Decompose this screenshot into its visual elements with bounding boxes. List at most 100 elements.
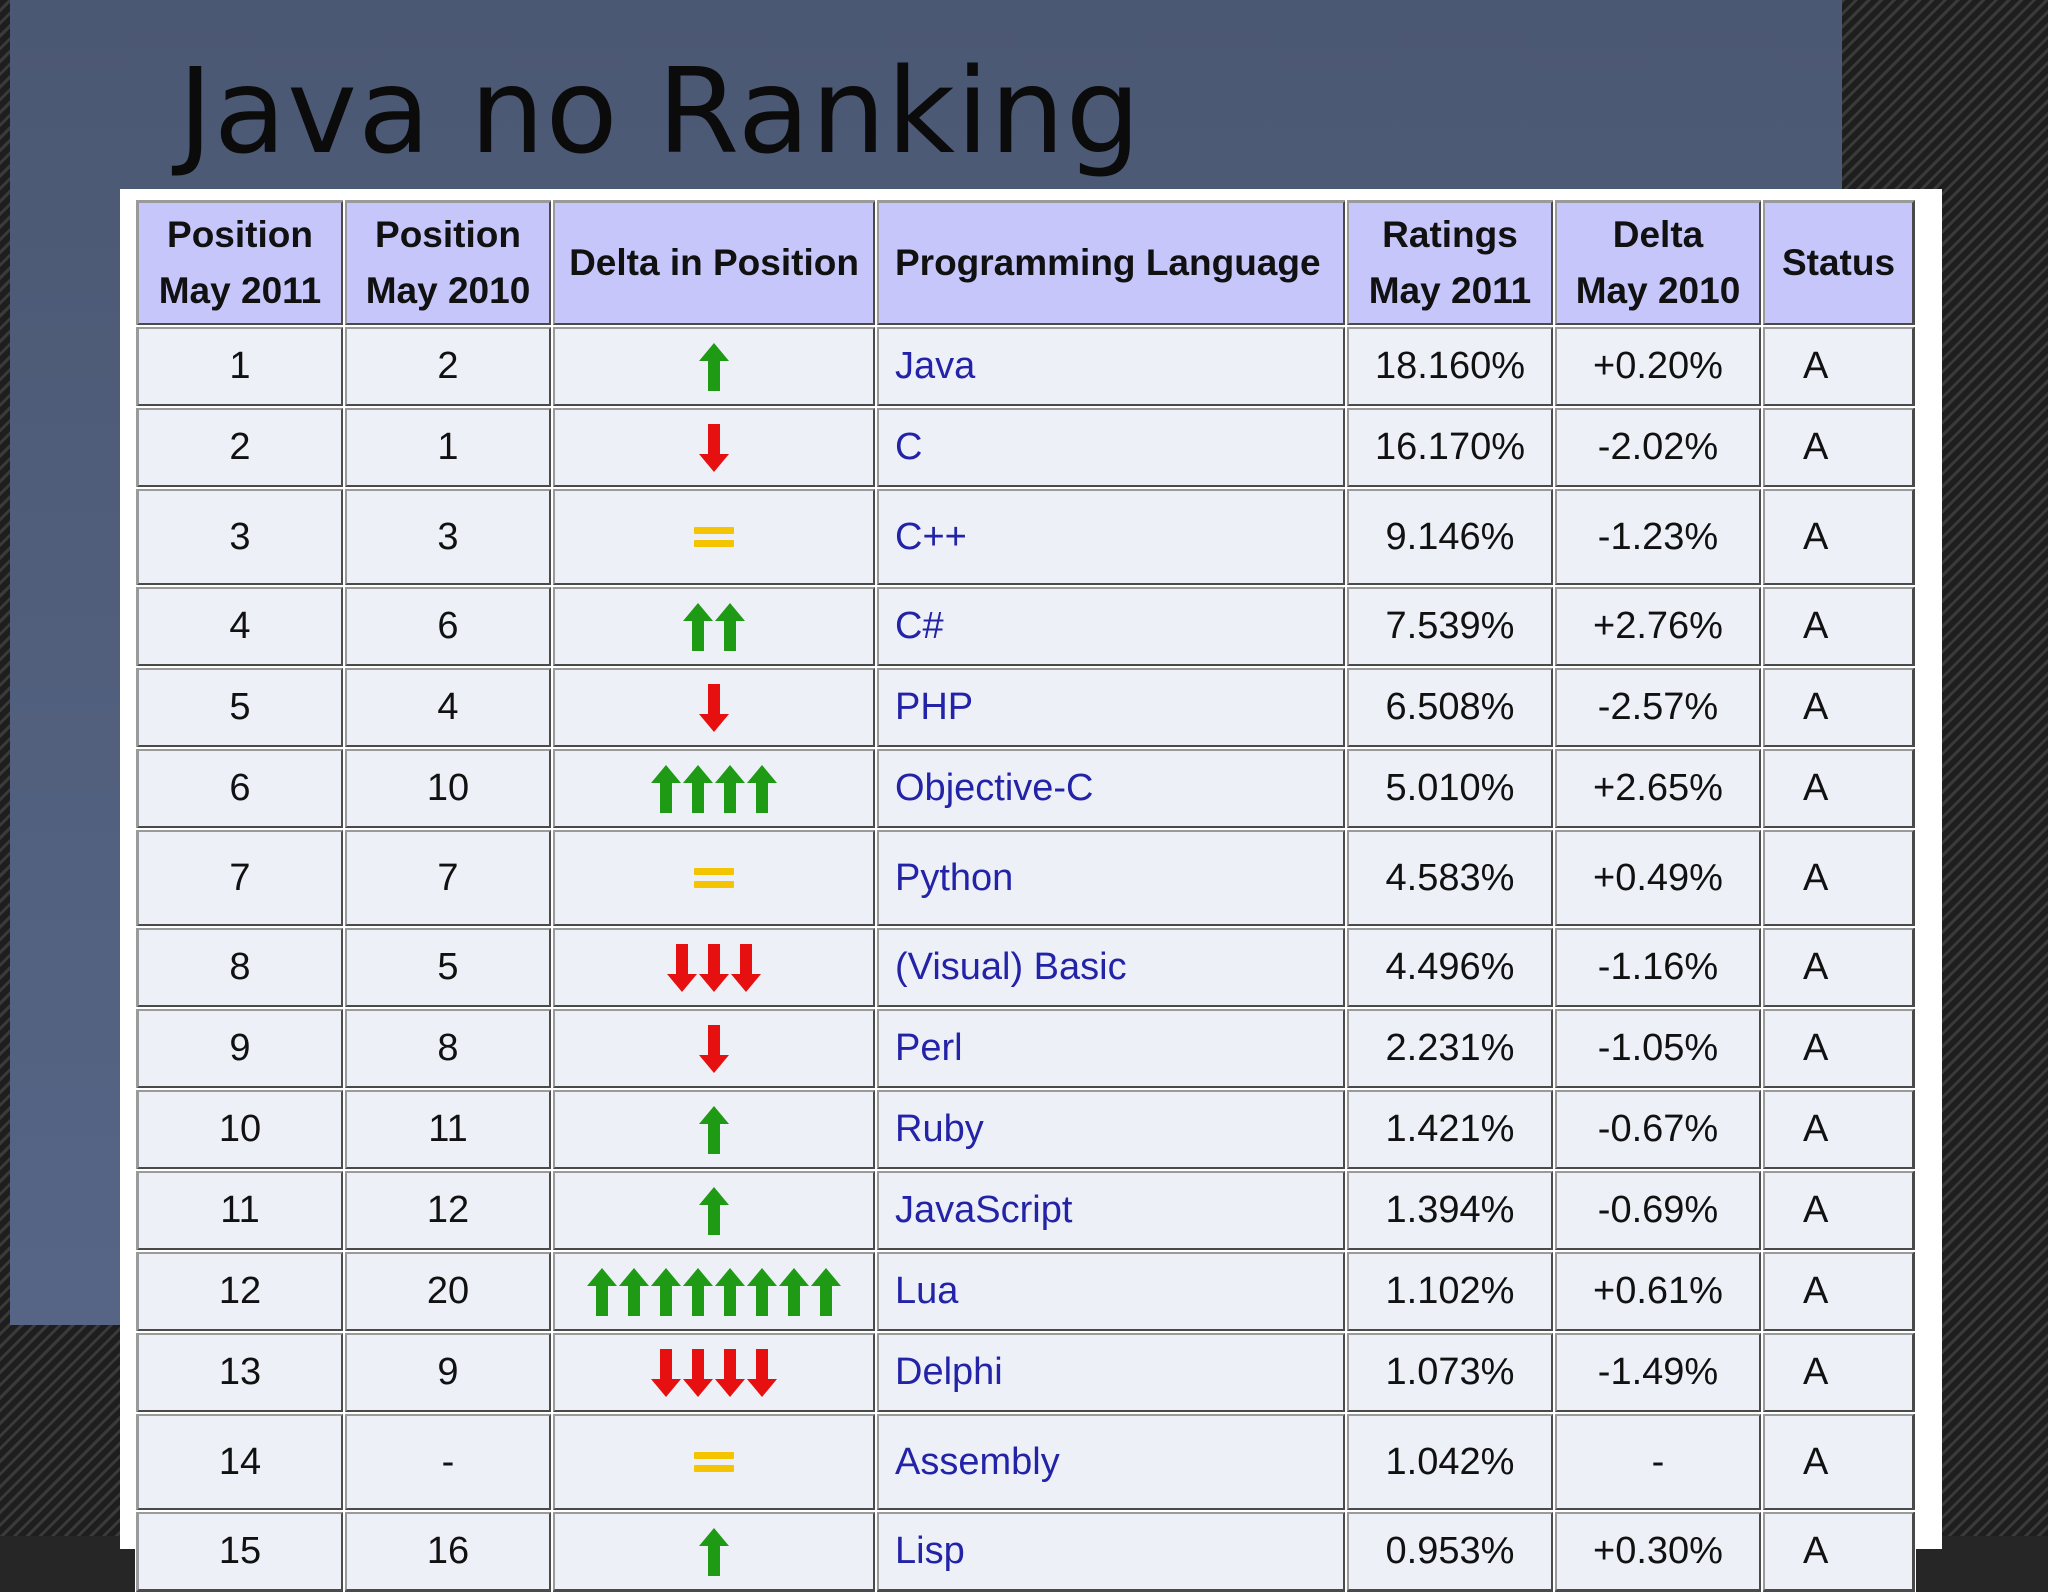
arrow-down-icon — [699, 683, 729, 732]
status-cell: A — [1761, 1088, 1916, 1171]
equals-icon — [694, 868, 734, 888]
status-cell: A — [1761, 325, 1916, 408]
delta-cell: -2.57% — [1553, 666, 1763, 749]
arrow-up-icon — [651, 1267, 681, 1316]
language-link[interactable]: Perl — [875, 1007, 1347, 1090]
position-2010-cell: 6 — [343, 585, 553, 668]
language-link[interactable]: C — [875, 406, 1347, 489]
language-link[interactable]: PHP — [875, 666, 1347, 749]
arrow-up-icon — [715, 1267, 745, 1316]
table-row: 5 4 PHP 6.508% -2.57% A — [135, 666, 1916, 749]
status-cell: A — [1761, 1007, 1916, 1090]
arrow-up-icon — [699, 1186, 729, 1235]
status-cell: A — [1761, 926, 1916, 1009]
language-link[interactable]: Delphi — [875, 1331, 1347, 1414]
header-delta-position: Delta in Position — [551, 199, 877, 327]
delta-cell: - — [1553, 1412, 1763, 1512]
status-cell: A — [1761, 747, 1916, 830]
position-2010-cell: - — [343, 1412, 553, 1512]
arrow-up-icon — [683, 602, 713, 651]
arrow-down-icon — [699, 423, 729, 472]
arrow-up-icon — [715, 602, 745, 651]
position-2010-cell: 5 — [343, 926, 553, 1009]
delta-position-cell — [551, 585, 877, 668]
language-link[interactable]: (Visual) Basic — [875, 926, 1347, 1009]
header-position-2011: Position May 2011 — [135, 199, 345, 327]
position-2010-cell: 12 — [343, 1169, 553, 1252]
delta-position-cell — [551, 1510, 877, 1592]
arrow-up-icon — [715, 764, 745, 813]
language-link[interactable]: Assembly — [875, 1412, 1347, 1512]
delta-position-cell — [551, 1088, 877, 1171]
arrow-down-icon — [651, 1348, 681, 1397]
rating-cell: 2.231% — [1345, 1007, 1555, 1090]
delta-position-cell — [551, 1169, 877, 1252]
arrow-up-icon — [587, 1267, 617, 1316]
rating-cell: 9.146% — [1345, 487, 1555, 587]
delta-position-cell — [551, 1007, 877, 1090]
table-row: 4 6 C# 7.539% +2.76% A — [135, 585, 1916, 668]
arrow-up-icon — [683, 1267, 713, 1316]
arrow-down-icon — [731, 943, 761, 992]
position-2011-cell: 4 — [135, 585, 345, 668]
delta-cell: -2.02% — [1553, 406, 1763, 489]
status-cell: A — [1761, 1510, 1916, 1592]
table-row: 2 1 C 16.170% -2.02% A — [135, 406, 1916, 489]
header-status: Status — [1761, 199, 1916, 327]
delta-cell: -0.69% — [1553, 1169, 1763, 1252]
table-row: 13 9 Delphi 1.073% -1.49% A — [135, 1331, 1916, 1414]
language-link[interactable]: Lisp — [875, 1510, 1347, 1592]
position-2011-cell: 12 — [135, 1250, 345, 1333]
rating-cell: 1.421% — [1345, 1088, 1555, 1171]
rating-cell: 1.102% — [1345, 1250, 1555, 1333]
rating-cell: 0.953% — [1345, 1510, 1555, 1592]
status-cell: A — [1761, 1250, 1916, 1333]
position-2011-cell: 14 — [135, 1412, 345, 1512]
language-link[interactable]: Objective-C — [875, 747, 1347, 830]
delta-cell: -1.16% — [1553, 926, 1763, 1009]
arrow-up-icon — [651, 764, 681, 813]
equals-icon — [694, 527, 734, 547]
position-2010-cell: 7 — [343, 828, 553, 928]
language-link[interactable]: C++ — [875, 487, 1347, 587]
language-link[interactable]: Lua — [875, 1250, 1347, 1333]
rating-cell: 6.508% — [1345, 666, 1555, 749]
delta-position-cell — [551, 666, 877, 749]
position-2010-cell: 16 — [343, 1510, 553, 1592]
language-link[interactable]: C# — [875, 585, 1347, 668]
table-row: 10 11 Ruby 1.421% -0.67% A — [135, 1088, 1916, 1171]
header-ratings: Ratings May 2011 — [1345, 199, 1555, 327]
table-row: 9 8 Perl 2.231% -1.05% A — [135, 1007, 1916, 1090]
arrow-down-icon — [699, 943, 729, 992]
status-cell: A — [1761, 828, 1916, 928]
position-2011-cell: 15 — [135, 1510, 345, 1592]
status-cell: A — [1761, 585, 1916, 668]
header-delta: Delta May 2010 — [1553, 199, 1763, 327]
table-row: 11 12 JavaScript 1.394% -0.69% A — [135, 1169, 1916, 1252]
delta-position-cell — [551, 406, 877, 489]
status-cell: A — [1761, 487, 1916, 587]
table-row: 12 20 Lua 1.102% +0.61% A — [135, 1250, 1916, 1333]
delta-cell: +2.65% — [1553, 747, 1763, 830]
position-2011-cell: 1 — [135, 325, 345, 408]
table-row: 3 3 C++ 9.146% -1.23% A — [135, 487, 1916, 587]
delta-position-cell — [551, 1412, 877, 1512]
language-link[interactable]: Ruby — [875, 1088, 1347, 1171]
table-row: 1 2 Java 18.160% +0.20% A — [135, 325, 1916, 408]
rating-cell: 5.010% — [1345, 747, 1555, 830]
delta-cell: +0.61% — [1553, 1250, 1763, 1333]
position-2010-cell: 20 — [343, 1250, 553, 1333]
table-row: 15 16 Lisp 0.953% +0.30% A — [135, 1510, 1916, 1592]
delta-position-cell — [551, 325, 877, 408]
rating-cell: 4.583% — [1345, 828, 1555, 928]
rating-cell: 7.539% — [1345, 585, 1555, 668]
language-link[interactable]: Python — [875, 828, 1347, 928]
delta-cell: -0.67% — [1553, 1088, 1763, 1171]
arrow-up-icon — [811, 1267, 841, 1316]
arrow-down-icon — [683, 1348, 713, 1397]
language-link[interactable]: Java — [875, 325, 1347, 408]
status-cell: A — [1761, 1412, 1916, 1512]
table-row: 7 7 Python 4.583% +0.49% A — [135, 828, 1916, 928]
position-2010-cell: 3 — [343, 487, 553, 587]
language-link[interactable]: JavaScript — [875, 1169, 1347, 1252]
